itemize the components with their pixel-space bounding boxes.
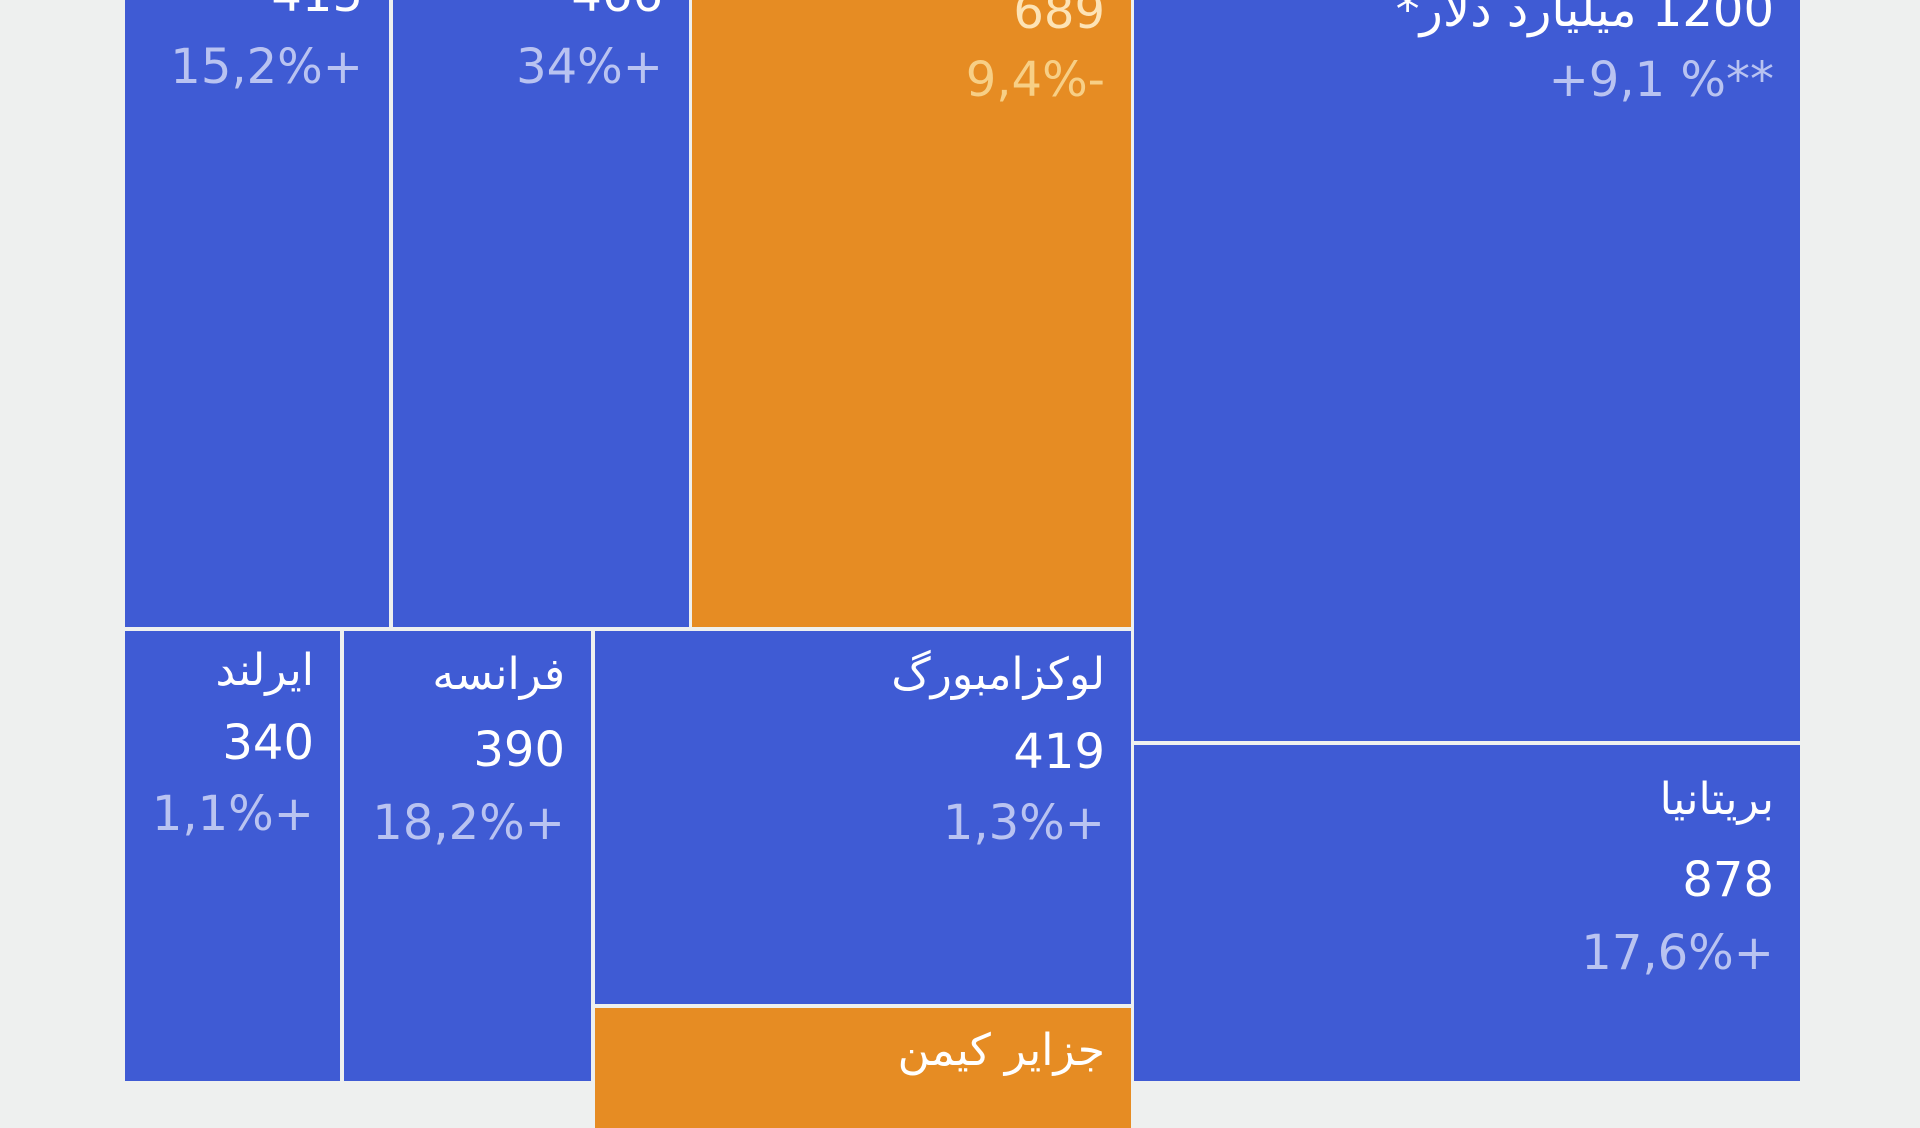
treemap-cell: فرانسه 390 18,2%+ xyxy=(344,631,591,1081)
cell-name: لوکزامبورگ xyxy=(891,649,1105,700)
treemap-cell: 415 15,2%+ xyxy=(125,0,389,627)
cell-value: 689 xyxy=(1013,0,1105,40)
cell-change: 18,2%+ xyxy=(372,795,565,851)
cell-name: بریتانیا xyxy=(1659,774,1774,825)
cell-value: 878 xyxy=(1682,852,1774,908)
cell-change: 1,1%+ xyxy=(151,786,314,842)
cell-change: 17,6%+ xyxy=(1581,925,1774,981)
cell-change: 9,4%- xyxy=(965,52,1105,108)
treemap-cell: 466 34%+ xyxy=(393,0,689,627)
treemap-cell: ایرلند 340 1,1%+ xyxy=(125,631,340,1081)
cell-name: جزایر کیمن xyxy=(897,1025,1105,1076)
treemap-cell: 1200 میلیارد دلار* +9,1 %** xyxy=(1134,0,1800,741)
treemap-cell: بریتانیا 878 17,6%+ xyxy=(1134,745,1800,1081)
cell-value: 415 xyxy=(271,0,363,19)
cell-change: 15,2%+ xyxy=(170,39,363,95)
cell-value: 1200 میلیارد دلار* xyxy=(1395,0,1774,38)
cell-change: 1,3%+ xyxy=(942,795,1105,851)
cell-value: 340 xyxy=(222,715,314,771)
cell-change: 34%+ xyxy=(516,39,663,95)
treemap-cell: لوکزامبورگ 419 1,3%+ xyxy=(595,631,1131,1004)
cell-value: 419 xyxy=(1013,724,1105,780)
cell-value: 390 xyxy=(473,722,565,778)
cell-name: فرانسه xyxy=(432,649,565,700)
cell-change: +9,1 %** xyxy=(1548,52,1774,108)
cell-value: 466 xyxy=(571,0,663,19)
treemap-cell: 689 9,4%- xyxy=(692,0,1131,627)
cell-name: ایرلند xyxy=(215,645,314,696)
treemap-cell: جزایر کیمن xyxy=(595,1008,1131,1128)
